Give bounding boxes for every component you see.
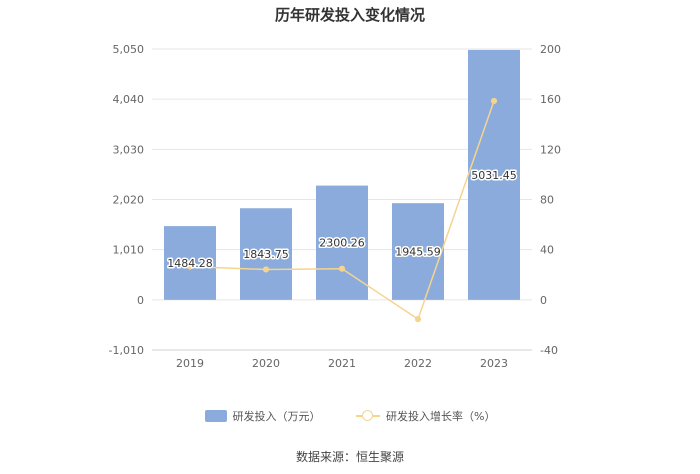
bar [468,49,520,300]
legend-item-line[interactable]: 研发投入增长率（%） [356,408,495,424]
legend-bar-swatch [204,410,227,422]
line-series [186,97,498,323]
line-point [490,97,498,105]
x-tick-label: 2022 [404,357,432,370]
x-tick-label: 2020 [252,357,280,370]
y-left-tick-label: 1,010 [113,244,145,257]
y-left-tick-label: 3,030 [113,143,145,156]
bar-data-label: 1484.28 [167,257,213,270]
x-tick-label: 2021 [328,357,356,370]
bar-data-label: 1843.75 [243,248,289,261]
y-left-tick-label: 2,020 [113,194,145,207]
bar [392,203,444,300]
line-point [414,316,422,323]
y-right-tick-label: 40 [540,244,554,257]
y-left-tick-label: 0 [137,294,144,307]
x-tick-label: 2023 [480,357,508,370]
bar [240,208,292,300]
y-right-tick-label: -40 [540,344,558,357]
source-note: 数据来源：恒生聚源 [295,450,404,464]
y-left-tick-label: 4,040 [113,93,145,106]
line-point [338,265,346,272]
bar [164,226,216,300]
chart-title: 历年研发投入变化情况 [274,6,425,24]
y-right-tick-label: 160 [540,93,561,106]
bar-data-label: 2300.26 [319,237,365,250]
y-right-tick-label: 80 [540,194,554,207]
x-tick-label: 2019 [176,357,204,370]
line-point [186,263,194,270]
data-labels: 1484.28 1843.75 2300.26 1945.59 5031.45 [166,167,519,271]
legend-line-label: 研发投入增长率（%） [386,410,496,423]
legend-bar-label: 研发投入（万元） [232,410,321,423]
y-right-tick-label: 120 [540,143,561,156]
line-point [262,266,270,273]
legend-line-swatch [356,410,381,422]
bar-data-label: 1945.59 [395,246,441,259]
y-left-tick-label: -1,010 [109,344,144,357]
y-right-tick-label: 200 [540,43,561,56]
y-left-tick-label: 5,050 [113,43,145,56]
legend: 研发投入（万元） 研发投入增长率（%） [0,408,700,424]
axes: -1,010 0 1,010 2,020 3,030 4,040 5,050 -40 0 40 80… [109,43,561,370]
legend-item-bar[interactable]: 研发投入（万元） [204,408,321,424]
y-right-tick-label: 0 [540,294,547,307]
bar-series [164,49,520,300]
bar-data-label: 5031.45 [471,169,517,182]
